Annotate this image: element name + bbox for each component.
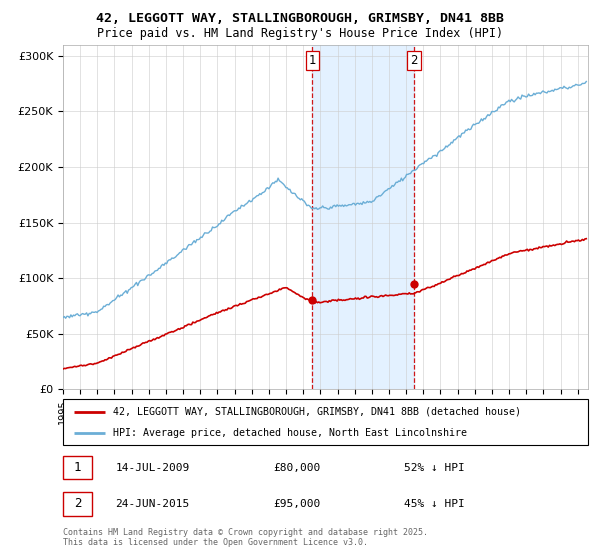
Text: 52% ↓ HPI: 52% ↓ HPI xyxy=(404,463,465,473)
Text: 2: 2 xyxy=(410,54,418,67)
Text: 14-JUL-2009: 14-JUL-2009 xyxy=(115,463,190,473)
Text: 1: 1 xyxy=(309,54,316,67)
Text: HPI: Average price, detached house, North East Lincolnshire: HPI: Average price, detached house, Nort… xyxy=(113,428,467,438)
Text: Price paid vs. HM Land Registry's House Price Index (HPI): Price paid vs. HM Land Registry's House … xyxy=(97,27,503,40)
Text: 24-JUN-2015: 24-JUN-2015 xyxy=(115,499,190,509)
Bar xyxy=(63,456,92,479)
Text: Contains HM Land Registry data © Crown copyright and database right 2025.
This d: Contains HM Land Registry data © Crown c… xyxy=(63,528,428,547)
Text: 42, LEGGOTT WAY, STALLINGBOROUGH, GRIMSBY, DN41 8BB (detached house): 42, LEGGOTT WAY, STALLINGBOROUGH, GRIMSB… xyxy=(113,407,521,417)
Text: 45% ↓ HPI: 45% ↓ HPI xyxy=(404,499,465,509)
Text: 1: 1 xyxy=(74,461,81,474)
Text: £80,000: £80,000 xyxy=(273,463,320,473)
Text: 2: 2 xyxy=(74,497,81,511)
Bar xyxy=(313,45,414,389)
Text: £95,000: £95,000 xyxy=(273,499,320,509)
Text: 42, LEGGOTT WAY, STALLINGBOROUGH, GRIMSBY, DN41 8BB: 42, LEGGOTT WAY, STALLINGBOROUGH, GRIMSB… xyxy=(96,12,504,25)
Bar xyxy=(63,492,92,516)
